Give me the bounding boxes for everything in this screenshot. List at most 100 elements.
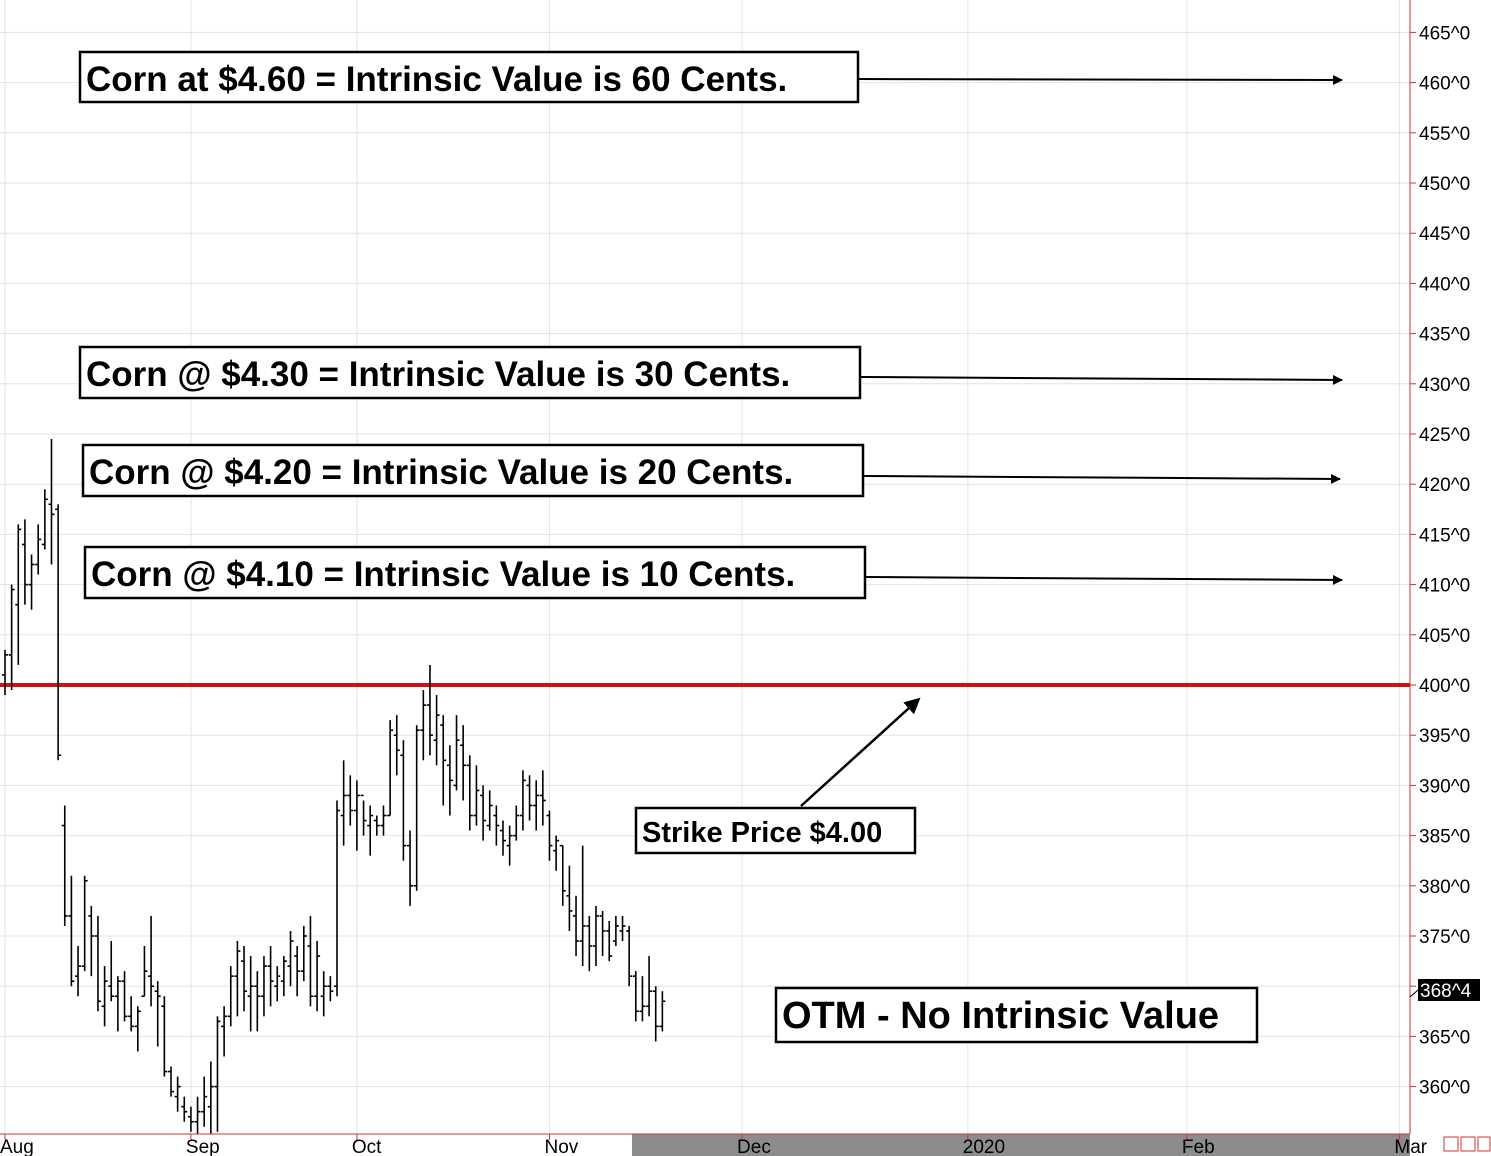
chart-controls[interactable]: [1443, 1136, 1491, 1152]
ohlc-bar: [101, 966, 108, 1027]
y-tick-label: 385^0: [1419, 827, 1470, 848]
ohlc-bar: [373, 815, 380, 836]
ohlc-bar: [207, 1061, 214, 1137]
ohlc-bar: [15, 524, 22, 665]
ohlc-bar: [553, 835, 560, 871]
ohlc-bar: [154, 981, 161, 1047]
ohlc-bar: [287, 930, 294, 987]
ohlc-bar: [61, 805, 68, 926]
ohlc-bar: [599, 910, 606, 957]
ohlc-bar: [340, 760, 347, 846]
annotation-30c-arrow: [859, 374, 1343, 385]
y-tick-label: 440^0: [1419, 274, 1470, 295]
y-tick-label: 415^0: [1419, 525, 1470, 546]
ohlc-bar: [440, 715, 447, 806]
y-tick-label: 410^0: [1419, 576, 1470, 597]
ohlc-bar: [307, 915, 314, 1007]
ohlc-bar: [413, 725, 420, 891]
ohlc-bar: [8, 584, 15, 691]
y-tick-label: 380^0: [1419, 877, 1470, 898]
ohlc-bar: [48, 439, 55, 565]
ohlc-bar: [55, 504, 62, 761]
ohlc-bar: [493, 805, 500, 846]
ohlc-bar: [334, 800, 340, 997]
ohlc-bar: [294, 946, 301, 997]
ohlc-bar: [81, 875, 88, 972]
ohlc-bar: [407, 830, 414, 906]
ohlc-bar: [367, 805, 374, 856]
ohlc-bar: [539, 770, 546, 826]
ohlc-bar: [168, 1066, 174, 1097]
ohlc-bar: [75, 946, 82, 997]
zoom-in-button[interactable]: [1460, 1136, 1476, 1152]
y-tick-label: 455^0: [1419, 124, 1470, 145]
ohlc-bar: [612, 915, 619, 947]
ohlc-bar: [267, 946, 274, 1007]
y-tick-label: 395^0: [1419, 726, 1470, 747]
ohlc-bar: [187, 1106, 194, 1132]
ohlc-bar: [241, 946, 248, 1012]
ohlc-bar: [247, 956, 254, 1032]
y-tick-label: 360^0: [1419, 1078, 1470, 1099]
annotation-60c-arrow: [857, 74, 1343, 85]
ohlc-bar: [586, 915, 593, 972]
ohlc-bar: [121, 971, 128, 1022]
ohlc-bar: [21, 519, 28, 605]
ohlc-bar: [353, 780, 360, 851]
ohlc-bar: [88, 905, 95, 977]
scroll-button[interactable]: [1477, 1136, 1491, 1152]
annotation-30c-text: Corn @ $4.30 = Intrinsic Value is 30 Cen…: [86, 355, 790, 394]
ohlc-bar: [393, 715, 400, 776]
annotation-60c-text: Corn at $4.60 = Intrinsic Value is 60 Ce…: [86, 60, 787, 99]
price-bars: [2, 439, 666, 1137]
ohlc-bar: [234, 941, 241, 1017]
ohlc-bar: [148, 915, 155, 1007]
last-price-tag: 368^4: [1409, 979, 1480, 1002]
ohlc-bar: [480, 785, 487, 841]
ohlc-bar: [426, 664, 433, 756]
ohlc-bar: [214, 1016, 221, 1132]
ohlc-bar: [526, 775, 533, 821]
ohlc-bar: [134, 1006, 141, 1052]
ohlc-bar: [68, 875, 75, 987]
annotation-10c-arrow: [864, 574, 1343, 585]
x-tick-label: Oct: [352, 1137, 382, 1156]
ohlc-bar: [360, 794, 367, 836]
ohlc-bar: [347, 775, 354, 826]
ohlc-bar: [559, 844, 566, 906]
x-tick-label: Nov: [544, 1137, 578, 1156]
annotation-20c: Corn @ $4.20 = Intrinsic Value is 20 Cen…: [81, 443, 1341, 498]
x-axis-strip-data: [0, 1134, 632, 1156]
ohlc-bar: [227, 966, 234, 1027]
ohlc-bar: [128, 996, 135, 1032]
ohlc-bar: [646, 956, 653, 1017]
y-tick-label: 450^0: [1419, 174, 1470, 195]
ohlc-bar: [460, 725, 467, 801]
ohlc-bar: [174, 1076, 181, 1112]
x-tick-label: Sep: [186, 1137, 220, 1156]
x-tick-label: Feb: [1182, 1137, 1215, 1156]
ohlc-bar: [453, 715, 460, 791]
ohlc-bar: [579, 845, 586, 967]
ohlc-bar: [181, 1096, 188, 1122]
zoom-out-button[interactable]: [1443, 1136, 1459, 1152]
y-tick-label: 400^0: [1419, 676, 1470, 697]
x-axis-strip-future: [632, 1134, 1410, 1156]
ohlc-bar: [327, 976, 334, 1002]
ohlc-bar: [221, 1006, 228, 1057]
ohlc-bar: [486, 790, 493, 831]
annotation-layer: Corn at $4.60 = Intrinsic Value is 60 Ce…: [78, 50, 1343, 1044]
y-tick-label: 390^0: [1419, 776, 1470, 797]
ohlc-bar: [546, 810, 553, 861]
annotation-30c: Corn @ $4.30 = Intrinsic Value is 30 Cen…: [78, 345, 1343, 400]
ohlc-bar: [619, 915, 626, 942]
strike-callout: Strike Price $4.00: [634, 697, 921, 855]
ohlc-bar: [2, 649, 8, 696]
ohlc-bar: [639, 976, 646, 1022]
ohlc-bar: [41, 489, 48, 550]
ohlc-bar: [274, 966, 281, 1002]
ohlc-bar: [35, 524, 42, 575]
ohlc-bar: [513, 805, 520, 841]
otm-callout-text: OTM - No Intrinsic Value: [782, 995, 1219, 1037]
ohlc-bar: [300, 925, 307, 982]
